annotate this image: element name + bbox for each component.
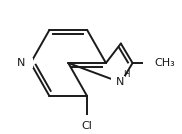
Text: Cl: Cl bbox=[82, 121, 92, 131]
Text: H: H bbox=[123, 70, 129, 79]
Bar bbox=[143, 56, 166, 70]
Bar bbox=[77, 115, 97, 128]
Text: N: N bbox=[115, 77, 124, 88]
Text: N: N bbox=[16, 58, 25, 68]
Bar bbox=[16, 58, 33, 68]
Bar bbox=[111, 76, 131, 89]
Text: CH₃: CH₃ bbox=[155, 58, 175, 68]
